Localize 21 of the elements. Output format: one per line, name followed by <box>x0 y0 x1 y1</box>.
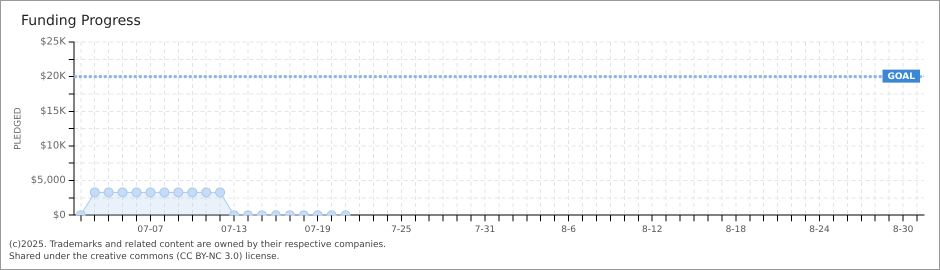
y-tick-label: $20K <box>40 71 66 82</box>
y-tick-label: $15K <box>40 106 66 117</box>
x-tick-label: 07-19 <box>304 224 332 235</box>
x-tick-label: 8-6 <box>561 224 576 235</box>
x-tick-label: 8-24 <box>809 224 830 235</box>
x-tick-label: 7-31 <box>474 224 496 235</box>
y-tick-label: $10K <box>40 140 66 152</box>
y-axis-title: PLEDGED <box>14 107 24 150</box>
y-tick-label: $0 <box>53 210 66 221</box>
y-tick-label: $25K <box>40 36 66 48</box>
x-tick-label: 8-30 <box>892 224 914 235</box>
text: Shared under the creative commons (CC BY-NC 3.0) license. <box>9 251 281 263</box>
y-tick-label: $5,000 <box>30 175 66 186</box>
x-tick-label: 8-18 <box>726 224 746 235</box>
x-tick-label: 07-07 <box>137 224 164 235</box>
x-tick-label: 7-25 <box>391 224 412 235</box>
x-tick-label: 07-13 <box>221 224 248 235</box>
chart-title: Funding Progress <box>21 13 141 29</box>
x-tick-label: 8-12 <box>642 224 662 235</box>
text: (c)2025. Trademarks and related content are owned by their respective companies. <box>9 239 386 251</box>
ref-line-label: GOAL <box>888 72 916 82</box>
